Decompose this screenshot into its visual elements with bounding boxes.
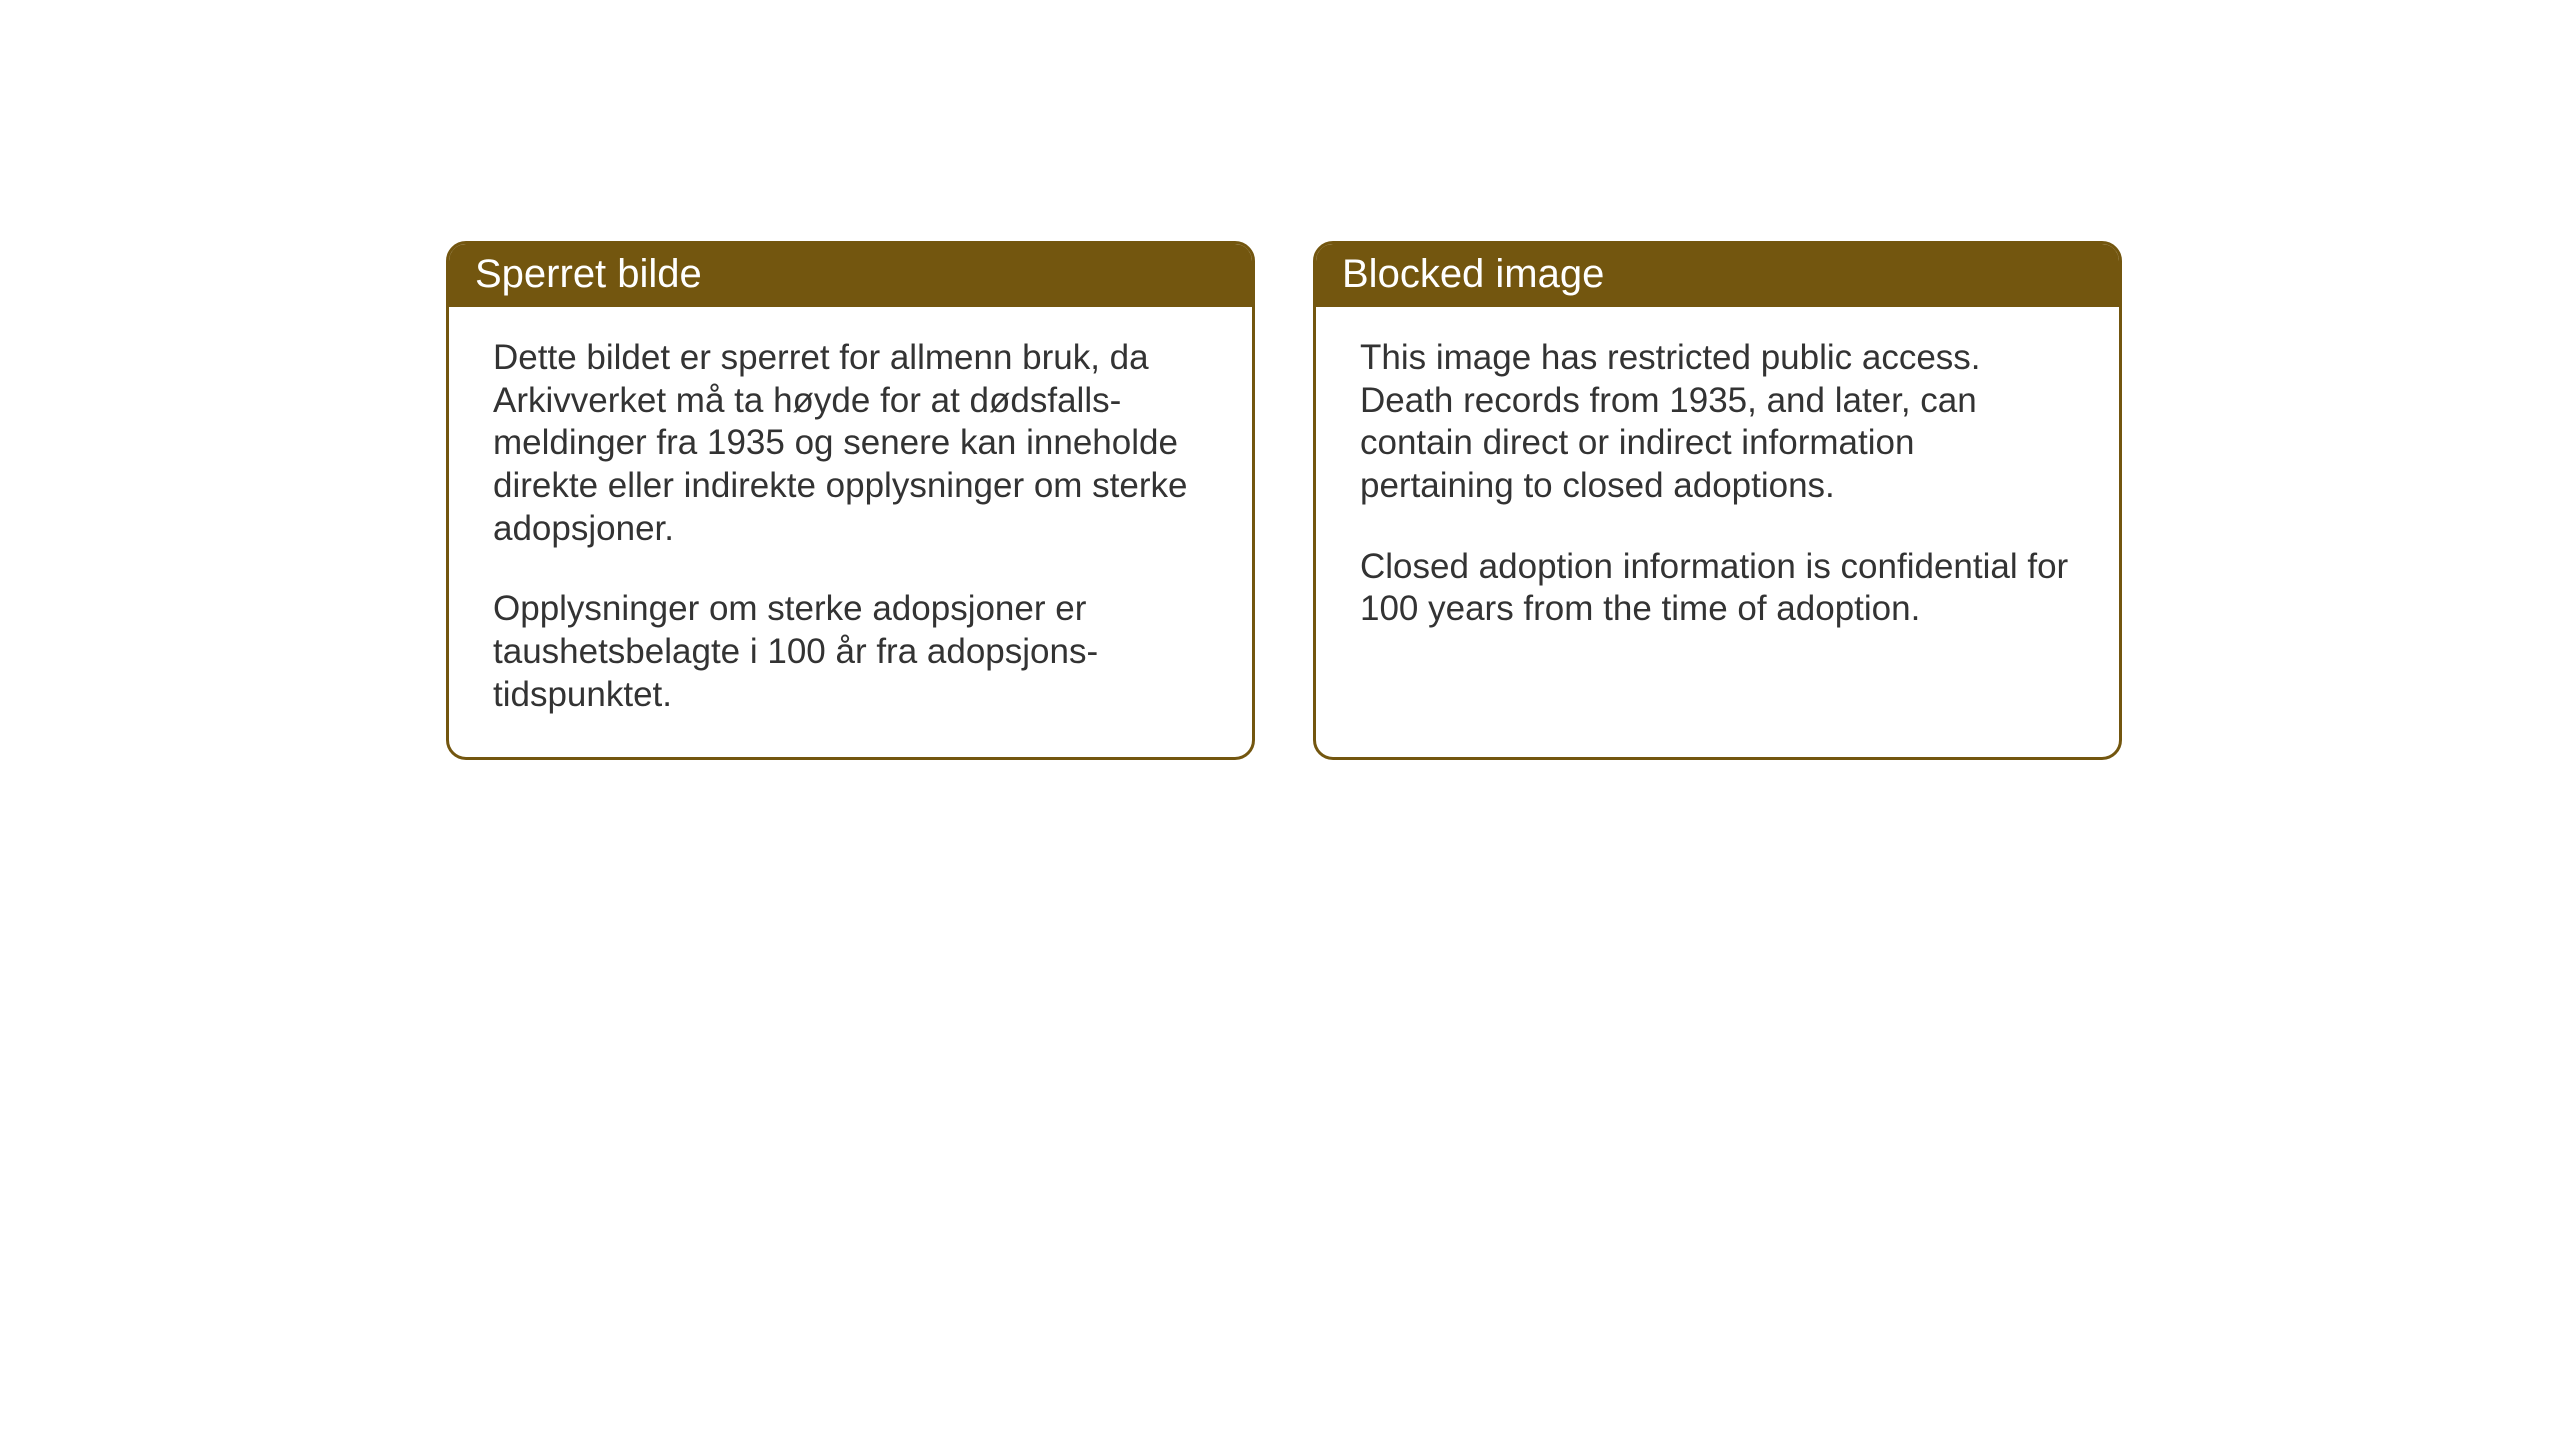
- card-english: Blocked image This image has restricted …: [1313, 241, 2122, 760]
- card-norwegian-title: Sperret bilde: [475, 252, 702, 296]
- card-english-body: This image has restricted public access.…: [1316, 307, 2119, 747]
- card-norwegian-body: Dette bildet er sperret for allmenn bruk…: [449, 307, 1252, 757]
- card-english-header: Blocked image: [1316, 244, 2119, 307]
- cards-container: Sperret bilde Dette bildet er sperret fo…: [446, 241, 2122, 760]
- card-norwegian-paragraph1: Dette bildet er sperret for allmenn bruk…: [493, 337, 1208, 550]
- card-english-paragraph2: Closed adoption information is confident…: [1360, 546, 2075, 631]
- card-norwegian: Sperret bilde Dette bildet er sperret fo…: [446, 241, 1255, 760]
- card-english-title: Blocked image: [1342, 252, 1604, 296]
- card-english-paragraph1: This image has restricted public access.…: [1360, 337, 2075, 508]
- card-norwegian-header: Sperret bilde: [449, 244, 1252, 307]
- card-norwegian-paragraph2: Opplysninger om sterke adopsjoner er tau…: [493, 588, 1208, 716]
